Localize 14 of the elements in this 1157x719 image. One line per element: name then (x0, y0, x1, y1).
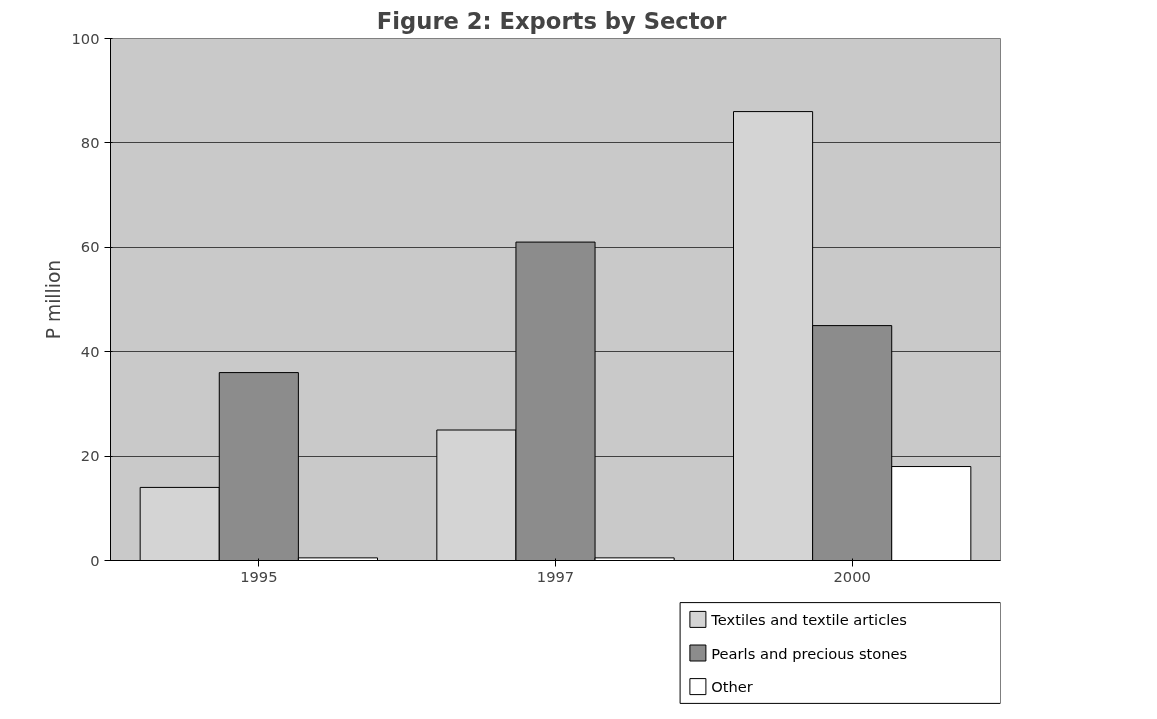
legend-label: Pearls and precious stones (711, 644, 908, 662)
x-tick-label: 2000 (833, 567, 871, 585)
legend-label: Other (711, 678, 754, 696)
x-tick-label: 1995 (240, 567, 278, 585)
y-tick-label: 60 (80, 238, 100, 256)
y-tick-label: 80 (80, 133, 100, 151)
y-tick-label: 100 (71, 29, 100, 47)
x-tick-label: 1997 (536, 567, 575, 585)
y-axis-title: P million (42, 259, 64, 340)
y-tick-label: 20 (80, 447, 100, 465)
legend-label: Textiles and textile articles (710, 610, 907, 628)
chart-title: Figure 2: Exports by Sector (376, 7, 728, 34)
y-tick-label: 40 (80, 342, 100, 360)
y-tick-label: 0 (90, 551, 100, 569)
